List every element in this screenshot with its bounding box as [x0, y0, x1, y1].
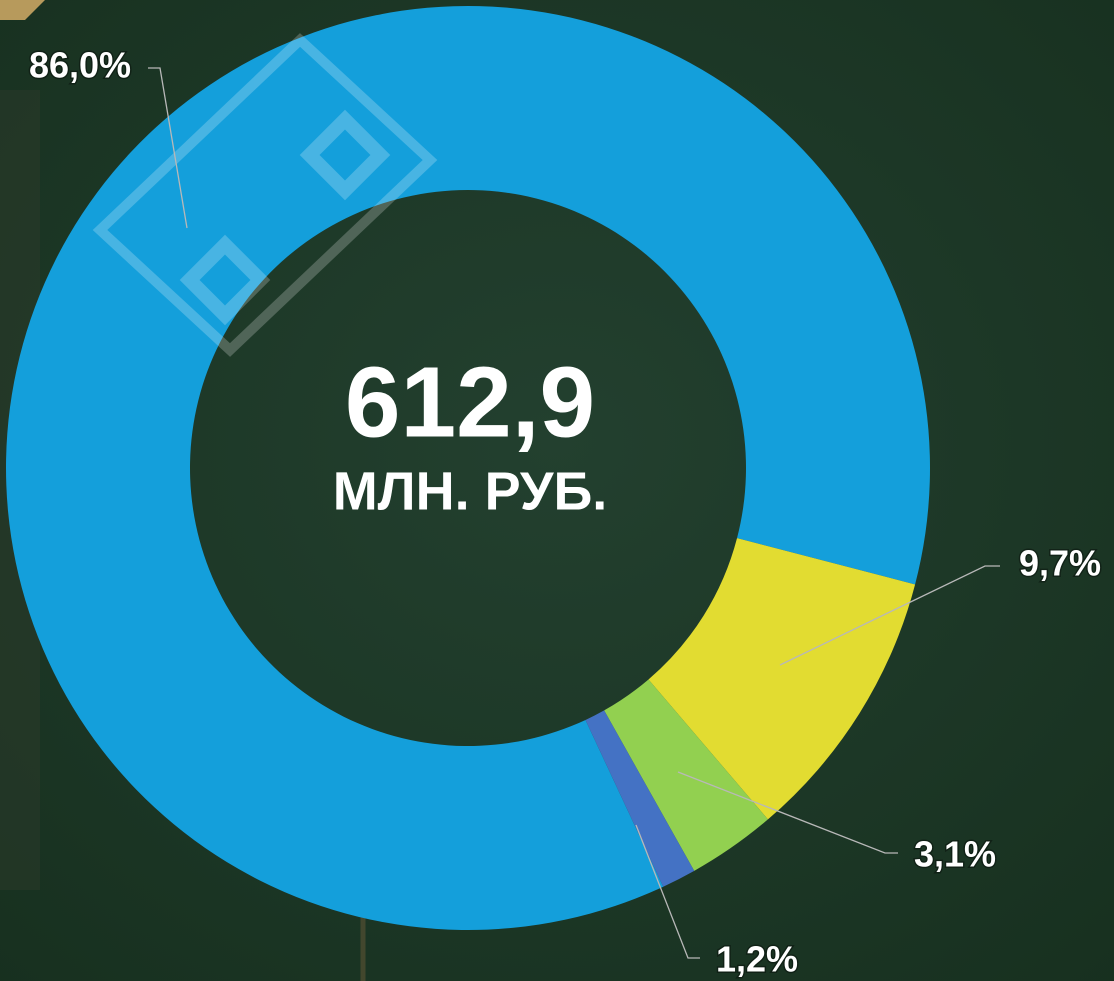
data-label: 3,1% — [914, 834, 996, 875]
center-value: 612,9 — [345, 346, 595, 458]
chart: 612,9 МЛН. РУБ. 86,0% 9,7% 3,1% 1,2% — [0, 0, 1114, 981]
data-label: 9,7% — [1019, 543, 1101, 584]
center-unit: МЛН. РУБ. — [333, 461, 608, 521]
data-label: 86,0% — [29, 45, 131, 86]
data-label: 1,2% — [716, 939, 798, 980]
